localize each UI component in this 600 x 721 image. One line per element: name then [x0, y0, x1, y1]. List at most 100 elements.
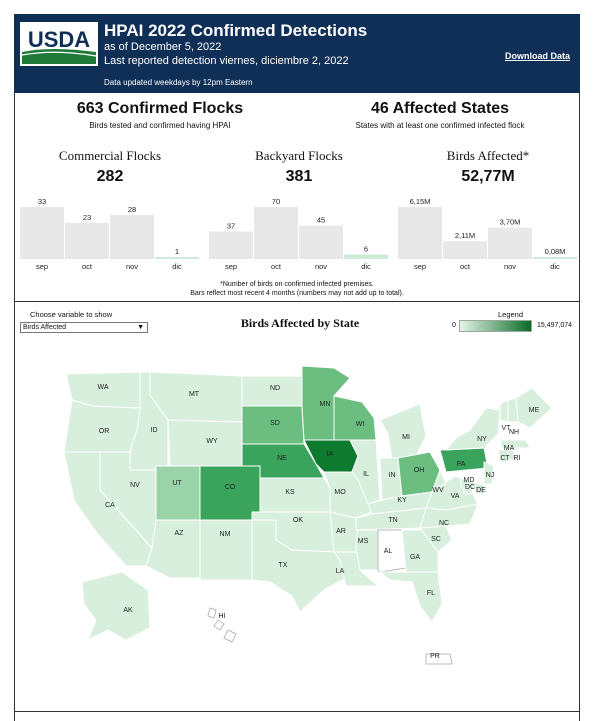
legend-title: Legend — [498, 310, 524, 319]
state-label-sc: SC — [431, 536, 441, 543]
state-label-ga: GA — [410, 554, 420, 561]
usda-logo-text: USDA — [28, 27, 90, 52]
state-label-ks: KS — [285, 489, 295, 496]
bar-oct — [443, 241, 487, 259]
state-ma[interactable] — [499, 439, 531, 449]
state-label-ri: RI — [514, 455, 521, 462]
state-al[interactable] — [377, 529, 407, 573]
state-label-va: VA — [451, 493, 460, 500]
state-label-or: OR — [99, 428, 110, 435]
state-label-nh: NH — [509, 429, 519, 436]
state-dc[interactable] — [463, 487, 473, 495]
bar-oct — [65, 222, 109, 259]
state-label-wi: WI — [356, 421, 365, 428]
state-label-tx: TX — [279, 562, 288, 569]
update-note: Data updated weekdays by 12pm Eastern — [104, 78, 253, 87]
state-pr[interactable] — [425, 653, 453, 665]
state-ms[interactable] — [355, 529, 379, 571]
usda-logo: USDA — [20, 22, 98, 66]
commercial-flocks-chart: 33 sep 23 oct 28 nov 1 dic — [20, 197, 199, 271]
birds-affected-chart: 6,15M sep 2,11M oct 3,70M nov 0,08M dic — [398, 197, 577, 271]
bar-value-label: 1 — [175, 247, 179, 256]
state-label-ca: CA — [105, 502, 115, 509]
bar-value-label: 3,70M — [500, 218, 521, 227]
state-label-mi: MI — [402, 434, 410, 441]
download-data-link[interactable]: Download Data — [504, 51, 570, 61]
state-nm[interactable] — [199, 519, 253, 581]
state-hi[interactable] — [207, 607, 237, 643]
state-wi[interactable] — [333, 395, 377, 441]
affected-states: 46 Affected States — [370, 100, 510, 117]
state-ny[interactable] — [445, 407, 501, 451]
bar-value-label: 23 — [83, 213, 91, 222]
legend-min: 0 — [452, 322, 456, 329]
bar-category-label: oct — [271, 262, 282, 271]
state-ri[interactable] — [507, 449, 515, 461]
state-fl[interactable] — [379, 571, 443, 623]
state-label-id: ID — [151, 427, 158, 434]
commercial-flocks-value: 282 — [96, 168, 124, 185]
bar-value-label: 37 — [227, 222, 235, 231]
state-ak[interactable] — [81, 571, 151, 641]
backyard-flocks-chart: 37 sep 70 oct 45 nov 6 dic — [209, 197, 388, 271]
state-me[interactable] — [515, 387, 553, 429]
state-ct[interactable] — [497, 449, 509, 463]
birds-affected-title: Birds Affected* — [446, 148, 530, 163]
bottom-divider — [14, 711, 580, 712]
variable-select[interactable]: Birds Affected ▼ — [20, 322, 148, 333]
state-label-tn: TN — [388, 517, 397, 524]
bar-dic — [155, 257, 199, 259]
state-label-ma: MA — [504, 445, 515, 452]
bar-nov — [299, 225, 343, 259]
state-or[interactable] — [63, 399, 141, 453]
birds-footnote: *Number of birds on confirmed infected p… — [220, 281, 374, 288]
state-label-la: LA — [336, 568, 345, 575]
state-md[interactable] — [459, 477, 475, 491]
dashboard-frame — [14, 14, 580, 721]
state-vt[interactable] — [499, 399, 509, 423]
bars-footnote: Bars reflect most recent 4 months (numbe… — [190, 290, 404, 297]
state-wv[interactable] — [429, 451, 447, 493]
bar-category-label: nov — [126, 262, 138, 271]
state-il[interactable] — [349, 439, 381, 505]
state-label-fl: FL — [427, 590, 435, 597]
state-label-me: ME — [529, 407, 540, 414]
state-co[interactable] — [199, 465, 261, 521]
state-de[interactable] — [473, 483, 485, 495]
header: USDA HPAI 2022 Confirmed Detections as o… — [14, 14, 580, 93]
state-label-nj: NJ — [486, 472, 495, 479]
variable-select-value: Birds Affected — [23, 324, 67, 331]
state-label-co: CO — [225, 484, 236, 491]
state-label-sd: SD — [270, 420, 280, 427]
state-label-ar: AR — [336, 528, 346, 535]
bar-value-label: 45 — [317, 216, 325, 225]
variable-select-label: Choose variable to show — [30, 310, 113, 319]
bar-value-label: 2,11M — [455, 231, 475, 240]
bar-sep — [398, 207, 442, 259]
page-title: HPAI 2022 Confirmed Detections — [104, 21, 368, 40]
state-mi[interactable] — [379, 403, 427, 461]
bar-value-label: 6 — [364, 245, 368, 254]
state-label-nv: NV — [130, 482, 140, 489]
state-ks[interactable] — [259, 477, 331, 513]
bar-nov — [488, 227, 532, 259]
backyard-flocks-title: Backyard Flocks — [255, 148, 343, 163]
bar-value-label: 28 — [128, 205, 136, 214]
confirmed-flocks: 663 Confirmed Flocks — [76, 100, 244, 117]
state-label-oh: OH — [414, 467, 425, 474]
state-label-mo: MO — [334, 489, 346, 496]
backyard-flocks-value: 381 — [285, 168, 313, 185]
birds-affected-value: 52,77M — [461, 168, 515, 185]
state-pa[interactable] — [439, 447, 489, 473]
bar-value-label: 6,15M — [410, 197, 431, 206]
bar-dic — [344, 254, 388, 259]
state-label-in: IN — [389, 472, 396, 479]
state-ut[interactable] — [155, 465, 201, 521]
state-nj[interactable] — [483, 461, 495, 485]
bar-sep — [209, 231, 253, 259]
state-wy[interactable] — [167, 419, 243, 467]
bar-value-label: 70 — [272, 197, 280, 206]
state-label-ny: NY — [477, 436, 487, 443]
last-reported: Last reported detection viernes, diciemb… — [104, 55, 349, 67]
affected-states-caption: States with at least one confirmed infec… — [355, 121, 525, 130]
